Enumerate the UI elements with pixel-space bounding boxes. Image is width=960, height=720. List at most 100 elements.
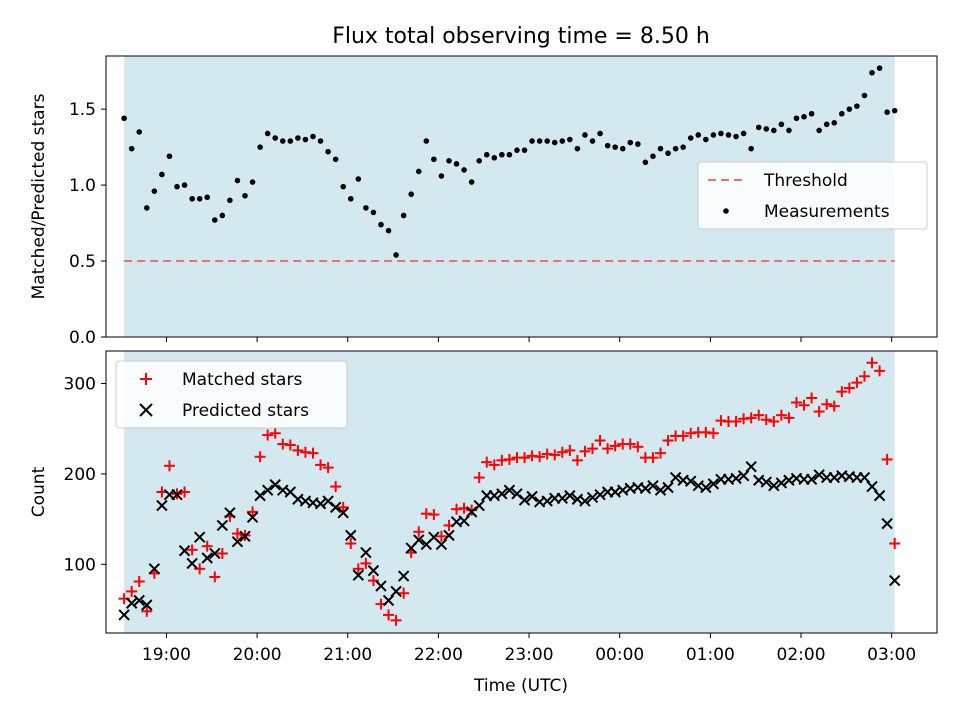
predicted-star-point [662,481,674,494]
measurement-point [718,130,724,137]
measurement-point [400,212,407,219]
predicted-star-point [141,599,153,611]
predicted-star-point [239,530,251,542]
predicted-star-point [888,574,901,587]
bot-y-tick-label: 200 [64,465,96,485]
predicted-star-point [737,470,750,482]
measurement-point [302,136,309,143]
measurement-point [415,168,422,175]
predicted-star-point [178,545,191,557]
matched-star-point [594,434,606,446]
matched-star-point [828,400,840,412]
matched-star-point [352,563,364,575]
matched-star-point [428,509,440,521]
measurement-point [506,151,513,158]
matched-star-point [360,557,372,569]
measurement-point [378,221,384,228]
measurement-point [340,183,347,190]
predicted-star-point [397,570,410,582]
measurement-point [725,132,732,138]
matched-star-point [745,412,757,424]
measurement-point [831,120,838,126]
legend-matched-label: Matched stars [182,370,302,390]
legend-measurement-swatch [723,208,729,214]
measurement-point [823,121,830,128]
matched-star-point [783,412,795,424]
predicted-star-point [707,478,720,490]
predicted-star-point [685,475,697,487]
matched-star-point [564,444,576,456]
matched-star-point [330,481,342,493]
matched-star-point [307,447,319,459]
measurement-point [529,138,535,144]
predicted-star-point [768,479,780,492]
predicted-star-point [647,479,659,492]
predicted-star-point [367,564,380,577]
matched-star-point [194,563,206,575]
measurement-point [650,153,656,160]
x-tick-label: 03:00 [867,645,916,665]
matched-star-point [254,451,266,463]
matched-star-point [813,406,825,418]
measurement-point [680,144,686,150]
measurement-point [733,133,739,140]
predicted-star-point [269,479,281,491]
figure-title: Flux total observing time = 8.50 h [332,24,710,49]
measurement-point [325,148,331,155]
measurement-point [393,252,399,258]
predicted-star-point [866,480,878,493]
matched-star-point [398,587,410,599]
measurement-point [861,92,868,99]
matched-star-point [707,427,719,439]
predicted-star-point [654,484,667,496]
predicted-star-point [413,534,425,546]
measurement-point [347,195,354,202]
measurement-point [310,133,316,140]
measurement-point [635,141,641,147]
predicted-star-point [193,531,206,543]
measurement-point [582,132,588,138]
predicted-star-point [669,471,682,484]
x-tick-label: 20:00 [233,645,282,665]
measurement-point [619,145,626,152]
x-tick-label: 21:00 [323,645,372,665]
predicted-star-point [873,489,886,502]
measurement-point [468,179,475,185]
predicted-star-point [118,609,130,621]
matched-star-point [435,530,447,542]
measurement-point [589,138,596,144]
predicted-star-point [382,594,395,607]
bottom-panel-counts: 19:00 20:00 21:00 22:00 23:00 00:00 01:00 02:00… [29,350,938,665]
legend-measurement-label: Measurements [764,202,890,222]
measurement-point [876,65,883,71]
matched-star-point [587,443,599,455]
legend-box [697,161,928,230]
measurement-point [295,135,301,141]
matched-star-point [216,547,228,559]
measurement-point [219,212,226,219]
matched-star-point [866,357,878,369]
measurement-point [264,130,271,137]
x-tick-label: 23:00 [505,645,554,665]
matched-star-point [292,444,304,456]
matched-star-point [390,614,402,626]
matched-star-point [806,392,818,404]
predicted-star-point [254,489,266,502]
matched-star-point [141,605,153,617]
measurement-point [491,154,498,161]
predicted-star-point [541,495,553,507]
top-panel-ratio: 0.0 0.5 1.0 1.5 Matched/Predicted stars Thr… [29,55,938,348]
measurement-point [778,121,785,128]
measurement-point [499,151,505,158]
matched-star-point [874,365,886,377]
predicted-star-point [443,529,455,542]
predicted-star-point [345,529,357,542]
matched-star-point [163,460,175,472]
matched-star-point [760,414,772,426]
predicted-star-point [156,499,168,512]
predicted-star-point [231,536,244,548]
measurement-point [854,103,860,109]
measurement-point [431,156,437,163]
predicted-star-point [224,507,236,519]
measurement-point [151,188,158,194]
